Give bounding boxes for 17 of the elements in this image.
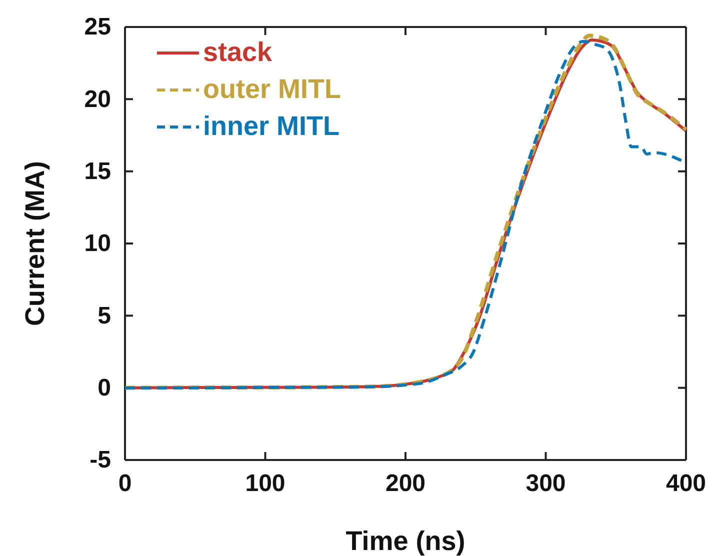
y-tick-label: 10 [84, 230, 111, 258]
y-tick-label: 5 [98, 302, 111, 330]
x-tick-label: 100 [245, 470, 286, 498]
y-tick-label: 20 [84, 86, 111, 113]
legend-label: inner MITL [203, 111, 340, 141]
x-axis-title: Time (ns) [346, 526, 466, 556]
x-tick-label: 0 [118, 470, 132, 498]
legend-label: outer MITL [203, 74, 341, 104]
legend-label: stack [203, 37, 274, 67]
y-tick-label: 15 [84, 158, 111, 186]
y-tick-label: -5 [90, 446, 111, 474]
x-tick-label: 300 [526, 470, 566, 498]
y-tick-label: 25 [84, 14, 111, 41]
y-axis-title: Current (MA) [20, 161, 50, 326]
x-tick-label: 400 [666, 470, 706, 498]
x-tick-label: 200 [385, 470, 426, 498]
y-tick-label: 0 [98, 374, 111, 402]
